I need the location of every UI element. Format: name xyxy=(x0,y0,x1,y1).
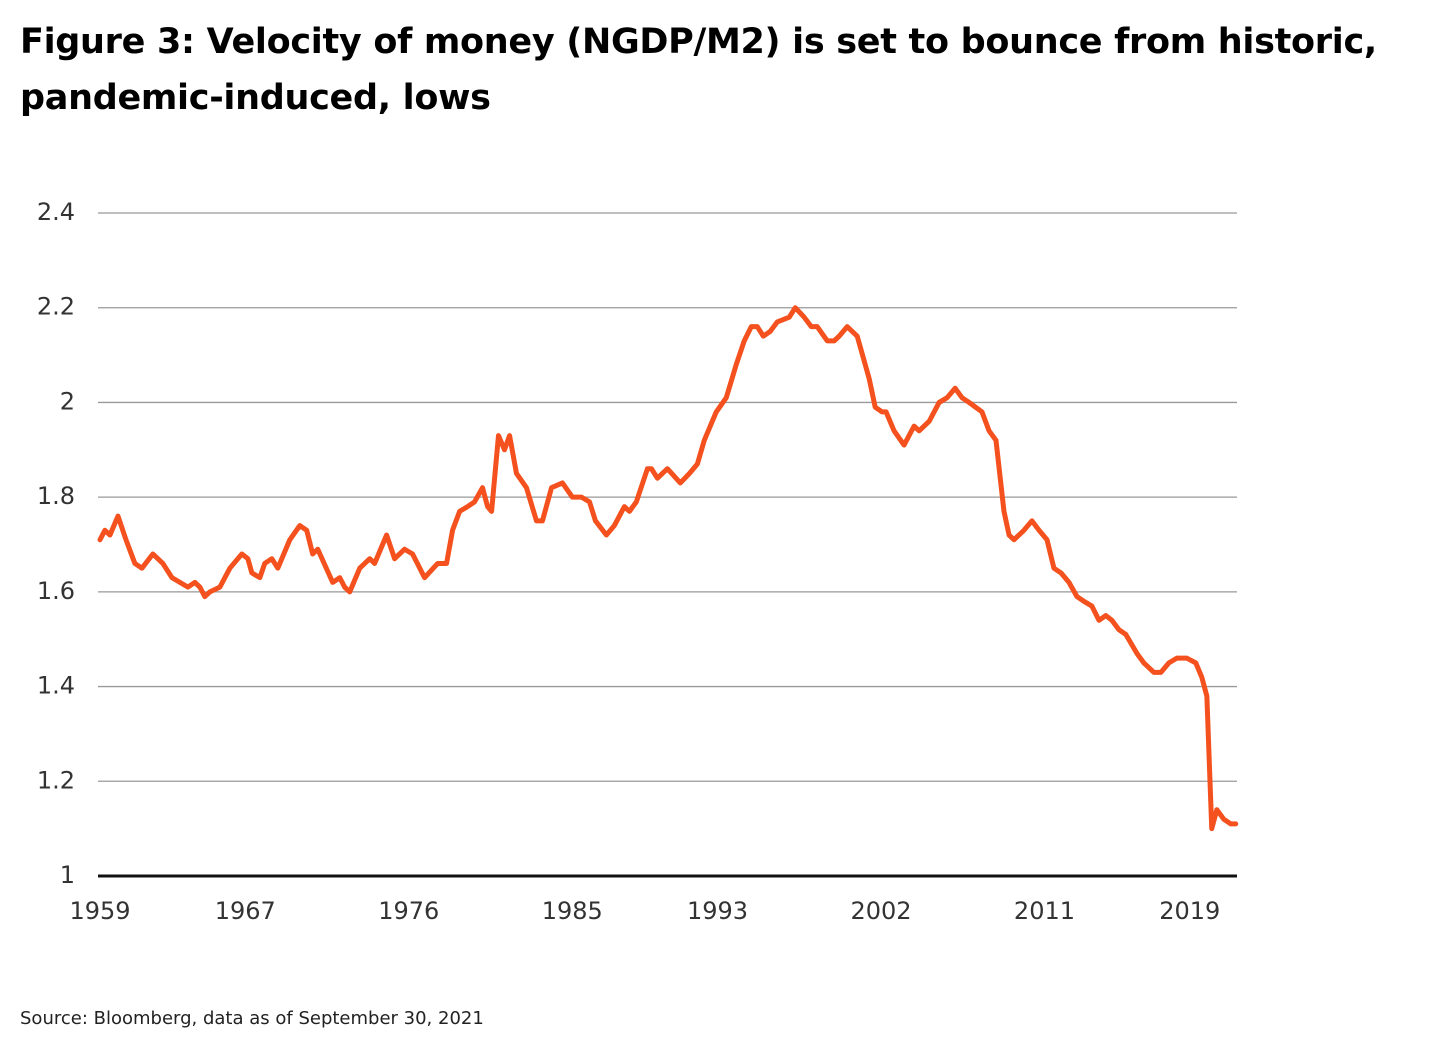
x-tick-label: 2019 xyxy=(1159,897,1220,925)
x-tick-label: 1959 xyxy=(69,897,130,925)
chart-title: Figure 3: Velocity of money (NGDP/M2) is… xyxy=(20,22,1377,118)
x-tick-label: 1993 xyxy=(687,897,748,925)
x-tick-label: 1985 xyxy=(542,897,603,925)
y-tick-label: 1.4 xyxy=(37,672,75,700)
y-tick-label: 1.6 xyxy=(37,577,75,605)
x-tick-label: 1967 xyxy=(215,897,276,925)
y-tick-label: 2.4 xyxy=(37,198,75,226)
data-line xyxy=(97,305,1239,832)
y-tick-label: 1.2 xyxy=(37,766,75,794)
y-tick-label: 2 xyxy=(60,387,75,415)
x-tick-label: 1976 xyxy=(378,897,439,925)
y-tick-label: 1.8 xyxy=(37,482,75,510)
chart: 1 1.2 1.4 1.6 1.8 2 2.2 2.4 1959 1967 1976 1985 1993… xyxy=(37,198,1239,925)
x-tick-label: 2002 xyxy=(850,897,911,925)
y-tick-label: 2.2 xyxy=(37,293,75,321)
y-tick-label: 1 xyxy=(60,861,75,889)
source-note: Source: Bloomberg, data as of September … xyxy=(20,1008,484,1029)
x-tick-label: 2011 xyxy=(1014,897,1075,925)
